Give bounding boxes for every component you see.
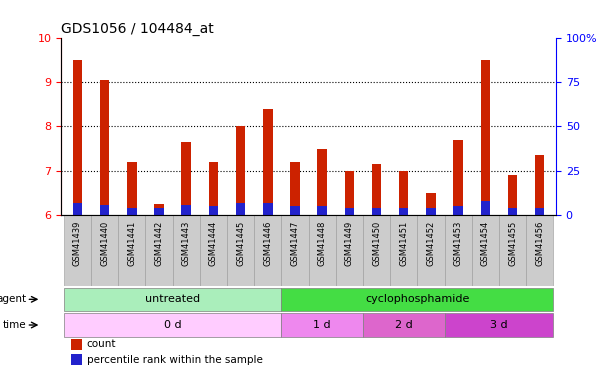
Bar	[281, 215, 309, 286]
Bar	[345, 171, 354, 215]
Text: time: time	[3, 320, 26, 330]
Text: GSM41454: GSM41454	[481, 221, 490, 266]
Bar	[499, 215, 526, 286]
Bar	[345, 208, 354, 215]
Bar	[181, 142, 191, 215]
Bar	[227, 215, 254, 286]
Bar	[208, 207, 218, 215]
Text: GSM41445: GSM41445	[236, 221, 245, 266]
Bar	[309, 215, 336, 286]
Text: untreated: untreated	[145, 294, 200, 304]
Bar	[100, 205, 109, 215]
Bar	[417, 215, 445, 286]
Text: 1 d: 1 d	[313, 320, 331, 330]
Text: count: count	[87, 339, 116, 350]
Bar	[154, 204, 164, 215]
Text: GDS1056 / 104484_at: GDS1056 / 104484_at	[61, 22, 214, 36]
Bar	[181, 205, 191, 215]
Bar	[390, 215, 417, 286]
Bar	[281, 314, 363, 337]
Text: GSM41443: GSM41443	[181, 221, 191, 266]
Bar	[445, 215, 472, 286]
Text: GSM41453: GSM41453	[453, 221, 463, 266]
Bar	[317, 207, 327, 215]
Bar	[64, 288, 281, 311]
Text: 2 d: 2 d	[395, 320, 412, 330]
Text: percentile rank within the sample: percentile rank within the sample	[87, 355, 263, 365]
Text: GSM41455: GSM41455	[508, 221, 517, 266]
Bar	[100, 80, 109, 215]
Bar	[263, 203, 273, 215]
Bar	[363, 314, 445, 337]
Text: 0 d: 0 d	[164, 320, 181, 330]
Text: GSM41441: GSM41441	[127, 221, 136, 266]
Bar	[64, 314, 281, 337]
Bar	[71, 339, 82, 350]
Bar	[172, 215, 200, 286]
Bar	[535, 155, 544, 215]
Bar	[64, 215, 91, 286]
Bar	[399, 208, 409, 215]
Text: GSM41444: GSM41444	[209, 221, 218, 266]
Bar	[145, 215, 172, 286]
Bar	[426, 208, 436, 215]
Bar	[317, 148, 327, 215]
Bar	[480, 60, 490, 215]
Text: cyclophosphamide: cyclophosphamide	[365, 294, 469, 304]
Bar	[363, 215, 390, 286]
Bar	[508, 176, 518, 215]
Bar	[127, 162, 137, 215]
Bar	[472, 215, 499, 286]
Bar	[254, 215, 281, 286]
Text: GSM41452: GSM41452	[426, 221, 436, 266]
Bar	[480, 201, 490, 215]
Bar	[118, 215, 145, 286]
Bar	[526, 215, 554, 286]
Bar	[426, 193, 436, 215]
Bar	[208, 162, 218, 215]
Text: GSM41440: GSM41440	[100, 221, 109, 266]
Bar	[73, 203, 82, 215]
Text: GSM41449: GSM41449	[345, 221, 354, 266]
Text: GSM41451: GSM41451	[399, 221, 408, 266]
Text: GSM41448: GSM41448	[318, 221, 327, 266]
Bar	[535, 208, 544, 215]
Bar	[200, 215, 227, 286]
Bar	[91, 215, 118, 286]
Text: GSM41450: GSM41450	[372, 221, 381, 266]
Bar	[453, 140, 463, 215]
Text: GSM41456: GSM41456	[535, 221, 544, 266]
Bar	[371, 208, 381, 215]
Text: 3 d: 3 d	[490, 320, 508, 330]
Text: GSM41439: GSM41439	[73, 221, 82, 266]
Text: GSM41442: GSM41442	[155, 221, 164, 266]
Bar	[290, 162, 300, 215]
Bar	[445, 314, 554, 337]
Text: agent: agent	[0, 294, 26, 304]
Bar	[336, 215, 363, 286]
Bar	[281, 288, 554, 311]
Bar	[73, 60, 82, 215]
Bar	[263, 109, 273, 215]
Bar	[399, 171, 409, 215]
Bar	[508, 208, 518, 215]
Text: GSM41446: GSM41446	[263, 221, 273, 266]
Bar	[127, 208, 137, 215]
Bar	[236, 203, 246, 215]
Bar	[236, 126, 246, 215]
Bar	[154, 208, 164, 215]
Bar	[71, 354, 82, 365]
Text: GSM41447: GSM41447	[290, 221, 299, 266]
Bar	[290, 207, 300, 215]
Bar	[453, 207, 463, 215]
Bar	[371, 164, 381, 215]
